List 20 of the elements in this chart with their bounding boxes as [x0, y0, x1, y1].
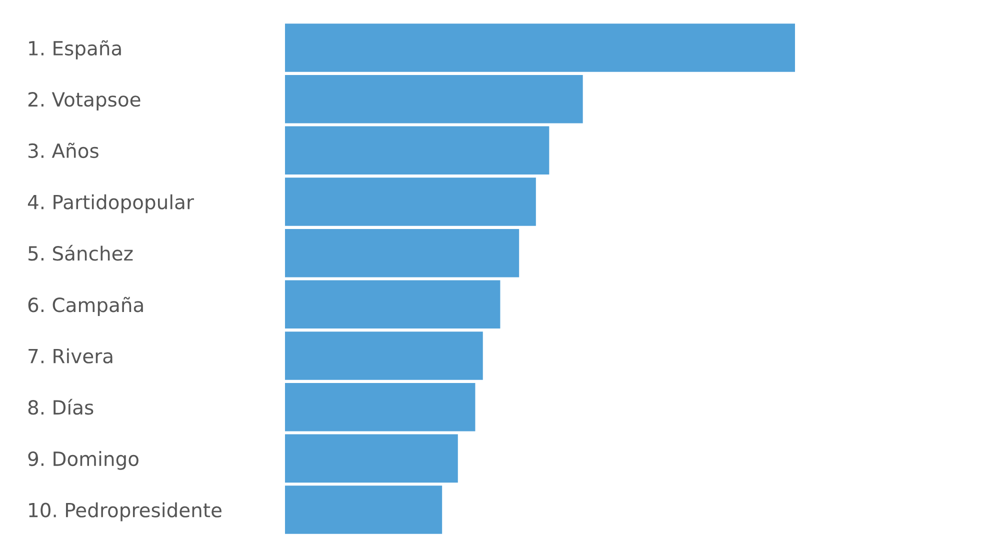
y-tick-label: 10. Pedropresidente — [29, 502, 222, 522]
bar — [285, 228, 520, 278]
bar — [285, 74, 583, 124]
bar — [285, 486, 442, 534]
y-tick-label: 6. Campaña — [28, 296, 143, 316]
y-tick-label: 7. Rivera — [28, 348, 112, 364]
bar — [285, 126, 550, 175]
y-tick-label: 8. Días — [28, 398, 94, 415]
bar — [285, 434, 458, 483]
bar — [285, 24, 795, 72]
bar — [285, 332, 483, 380]
bar — [285, 280, 500, 329]
y-tick-label: 5. Sánchez — [28, 244, 133, 261]
y-tick-label: 1. España — [29, 40, 121, 60]
bar — [285, 178, 536, 226]
bar — [285, 382, 476, 432]
y-tick-label: 9. Domingo — [28, 451, 138, 470]
y-tick-label: 2. Votapsoe — [28, 92, 140, 111]
y-tick-label: 3. Años — [28, 142, 98, 158]
y-tick-label: 4. Partidopopular — [28, 194, 194, 214]
